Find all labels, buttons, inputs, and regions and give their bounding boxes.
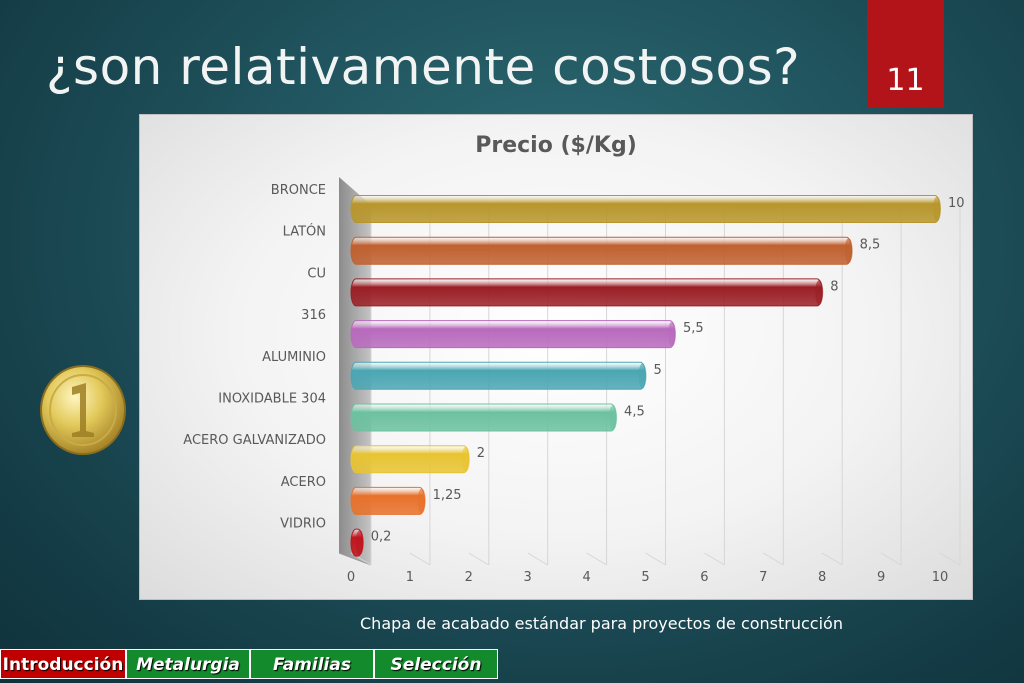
x-tick-label: 4 [582,570,590,585]
data-label: 8,5 [860,238,881,253]
page-number-badge: 11 [867,0,944,108]
bar-316 [350,320,676,349]
x-tick-label: 8 [818,570,826,585]
category-label: CU [307,266,326,281]
slide-title: ¿son relativamente costosos? [46,38,801,96]
bottom-navigation: Introducción Metalurgia Familias Selecci… [0,649,498,681]
chart-panel: Precio ($/Kg) 0 1 2 3 4 5 6 7 8 9 10 BRONCE 10 LATÓN 8,… [139,114,973,600]
chart-title: Precio ($/Kg) [475,133,637,158]
category-label: ACERO [281,475,326,490]
bar-cu [350,278,823,307]
x-tick-label: 7 [759,570,767,585]
x-tick-label: 9 [877,570,885,585]
x-tick-label: 2 [465,570,473,585]
bar-aluminio [350,361,646,390]
category-label: LATÓN [283,224,326,240]
x-tick-label: 6 [700,570,708,585]
bar-latón [350,236,853,265]
category-label: BRONCE [271,183,326,198]
x-tick-label: 5 [641,570,649,585]
nav-tab-familias[interactable]: Familias [250,649,374,679]
bar-chart: Precio ($/Kg) 0 1 2 3 4 5 6 7 8 9 10 BRONCE 10 LATÓN 8,… [183,133,965,585]
chart-caption: Chapa de acabado estándar para proyectos… [360,614,843,633]
x-tick-label: 0 [347,570,355,585]
data-label: 0,2 [371,530,392,545]
category-label: ALUMINIO [262,350,326,365]
x-tick-label: 1 [406,570,414,585]
nav-tab-metalurgia[interactable]: Metalurgia [126,649,250,679]
data-label: 5 [654,363,662,378]
nav-tab-seleccion[interactable]: Selección [374,649,498,679]
data-label: 2 [477,446,485,461]
bar-acero [350,486,426,515]
category-label: 316 [301,308,326,323]
x-tick-label: 3 [524,570,532,585]
category-label: INOXIDABLE 304 [218,392,326,407]
bar-acero-galvanizado [350,445,470,474]
bar-bronce [350,195,941,223]
gold-coin-icon [40,365,126,455]
data-label: 1,25 [433,488,462,503]
data-label: 10 [948,196,965,211]
category-label: VIDRIO [280,517,326,532]
bar-inoxidable-304 [350,403,617,432]
data-label: 4,5 [624,405,645,420]
data-label: 8 [830,279,838,294]
data-label: 5,5 [683,321,704,336]
x-tick-label: 10 [932,570,949,585]
nav-tab-introduccion[interactable]: Introducción [0,649,126,679]
category-label: ACERO GALVANIZADO [183,433,326,448]
